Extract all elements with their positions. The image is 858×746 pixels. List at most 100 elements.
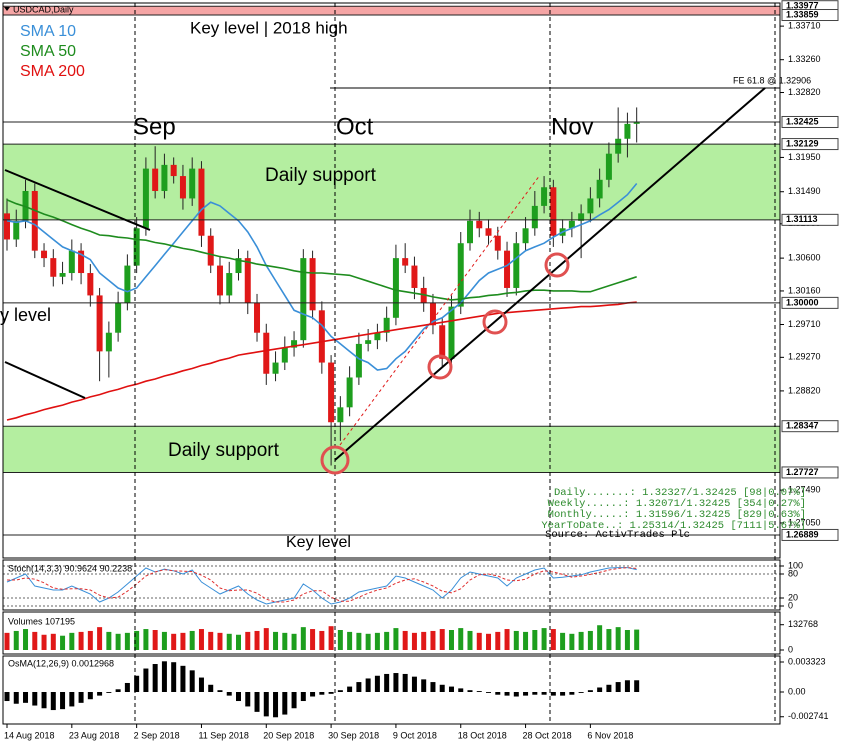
y-tick-label: 100 bbox=[788, 560, 803, 570]
bar bbox=[384, 631, 390, 650]
bar bbox=[263, 628, 269, 650]
bar bbox=[550, 692, 556, 696]
x-tick-label: 28 Oct 2018 bbox=[523, 730, 572, 740]
bar bbox=[78, 692, 84, 703]
level-label: 1.30000 bbox=[786, 297, 819, 307]
bar bbox=[411, 676, 417, 693]
bar bbox=[411, 632, 417, 650]
bar bbox=[606, 629, 612, 650]
y-tick-label: 20 bbox=[788, 592, 798, 602]
bar bbox=[578, 631, 584, 650]
bar bbox=[189, 670, 195, 693]
annotation: Key level bbox=[286, 534, 351, 551]
y-tick-label: 1.31950 bbox=[788, 152, 821, 162]
bar bbox=[523, 631, 529, 650]
highlight-circle bbox=[544, 252, 570, 278]
zone bbox=[3, 144, 780, 220]
candle-body bbox=[161, 164, 168, 191]
x-tick-label: 6 Nov 2018 bbox=[587, 730, 633, 740]
bar bbox=[60, 635, 66, 650]
candle-body bbox=[244, 258, 251, 303]
bar bbox=[597, 687, 603, 693]
bar bbox=[365, 678, 371, 693]
bar bbox=[504, 692, 510, 696]
bar bbox=[189, 630, 195, 650]
month-label: Nov bbox=[551, 113, 594, 140]
x-tick-label: 14 Aug 2018 bbox=[4, 730, 55, 740]
level-box bbox=[781, 420, 839, 433]
bar bbox=[393, 628, 399, 650]
bar bbox=[152, 664, 158, 693]
bar bbox=[393, 673, 399, 693]
level-label: 1.27727 bbox=[786, 467, 819, 477]
bar bbox=[198, 677, 204, 693]
info-line: Daily.......: 1.32327/1.32425 [98|0.07%] bbox=[554, 487, 806, 499]
bar bbox=[263, 692, 269, 717]
bar bbox=[134, 630, 140, 650]
candle-body bbox=[392, 258, 399, 318]
level-label: 1.28347 bbox=[786, 421, 819, 431]
bar bbox=[60, 692, 66, 710]
bar bbox=[245, 631, 251, 650]
bar bbox=[245, 692, 251, 707]
candle-body bbox=[216, 265, 223, 296]
bar bbox=[495, 692, 501, 695]
legend-label: SMA 200 bbox=[20, 63, 85, 80]
bar bbox=[180, 665, 186, 693]
bar bbox=[273, 692, 279, 718]
candle-body bbox=[633, 121, 640, 124]
y-tick-label: 1.27050 bbox=[788, 517, 821, 527]
candle-body bbox=[291, 340, 298, 348]
candle-body bbox=[467, 220, 473, 244]
symbol-label: USDCAD,Daily bbox=[13, 4, 74, 14]
x-tick-label: 18 Oct 2018 bbox=[458, 730, 507, 740]
bar bbox=[337, 690, 343, 693]
bar bbox=[374, 675, 380, 693]
candle-body bbox=[355, 343, 362, 378]
zone bbox=[3, 6, 780, 16]
candle-body bbox=[494, 235, 501, 251]
bar bbox=[476, 632, 482, 650]
volume-frame bbox=[2, 611, 781, 655]
candle-body bbox=[615, 138, 622, 154]
bar bbox=[273, 631, 279, 650]
bar bbox=[152, 630, 158, 650]
bar bbox=[421, 679, 427, 693]
panel-label: OsMA(12,26,9) 0.0012968 bbox=[8, 658, 114, 668]
bar bbox=[208, 631, 214, 650]
info-line: Weekly......: 1.32071/1.32425 [354|0.27%… bbox=[548, 498, 806, 510]
osma-frame bbox=[2, 655, 781, 725]
zone bbox=[3, 426, 780, 473]
bar bbox=[254, 692, 260, 712]
bar bbox=[23, 629, 29, 650]
y-tick-label: 0 bbox=[788, 600, 793, 610]
bar bbox=[41, 692, 47, 709]
source: Source: ActivTrades Plc bbox=[545, 529, 690, 541]
bar bbox=[115, 633, 121, 650]
level-label: 1.32425 bbox=[786, 116, 819, 126]
bar bbox=[384, 673, 390, 693]
x-tick-label: 30 Sep 2018 bbox=[328, 730, 379, 740]
bar bbox=[587, 630, 593, 650]
bar bbox=[236, 634, 241, 650]
bar bbox=[560, 632, 566, 650]
bar bbox=[421, 631, 427, 650]
bar bbox=[615, 682, 621, 693]
x-tick-label: 20 Sep 2018 bbox=[263, 730, 314, 740]
fibo-line bbox=[339, 174, 541, 446]
candle-body bbox=[124, 265, 131, 303]
bar bbox=[87, 630, 93, 650]
candle-body bbox=[115, 302, 122, 333]
candle-body bbox=[263, 332, 270, 374]
annotation: y level bbox=[0, 305, 51, 325]
candle-body bbox=[624, 123, 631, 139]
bar bbox=[300, 627, 306, 650]
bar bbox=[291, 692, 297, 709]
bar bbox=[180, 632, 186, 650]
candle-body bbox=[596, 179, 603, 199]
bar bbox=[23, 692, 29, 703]
trend-line bbox=[4, 361, 86, 399]
bar bbox=[430, 682, 436, 693]
bar bbox=[624, 630, 630, 650]
